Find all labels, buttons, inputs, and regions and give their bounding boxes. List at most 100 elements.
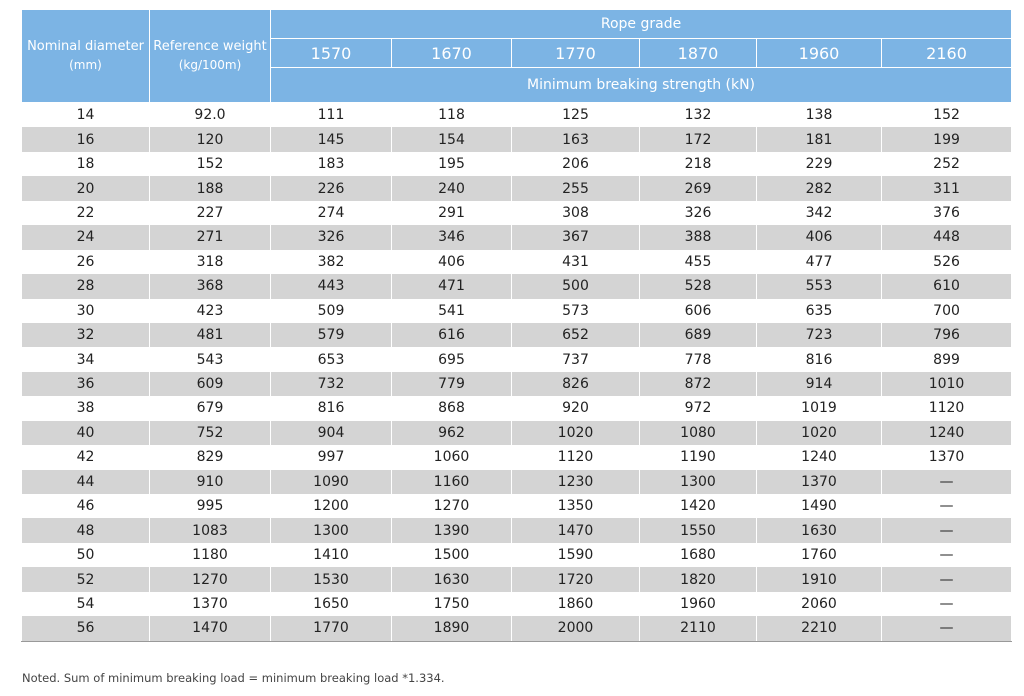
header-reference-weight-label: Reference weight	[153, 39, 267, 54]
header-grade: 1870	[639, 38, 757, 68]
table-cell: 509	[270, 298, 392, 323]
table-cell: 1120	[511, 445, 640, 470]
table-cell: 132	[639, 102, 757, 128]
table-cell: 318	[149, 249, 271, 275]
table-cell: 181	[756, 127, 882, 152]
table-cell: 195	[391, 151, 512, 177]
table-cell: 172	[639, 127, 757, 152]
table-row: 50 1180 1410 1500 1590 1680 1760—	[21, 542, 1013, 568]
table-cell: 1630	[756, 518, 882, 543]
table-cell: 311	[880, 176, 1013, 201]
table-row: 30 423 509 541 573 606 635 700	[21, 298, 1013, 323]
table-cell: 423	[149, 298, 271, 323]
table-cell: 796	[880, 322, 1013, 348]
header-reference-weight-unit: (kg/100m)	[178, 58, 242, 72]
table-cell: 36	[21, 371, 150, 397]
table-cell: 16	[21, 127, 150, 152]
table-cell: 1190	[639, 445, 757, 470]
table-cell: 477	[756, 249, 882, 275]
table-cell: 229	[756, 151, 882, 177]
table-cell: —	[880, 518, 1013, 543]
table-cell: 34	[21, 347, 150, 372]
table-cell: 40	[21, 420, 150, 446]
table-cell: 154	[391, 127, 512, 152]
table-cell: 904	[270, 420, 392, 446]
table-row: 46 995 1200 1270 1350 1420 1490—	[21, 494, 1013, 519]
table-cell: 120	[149, 127, 271, 152]
table-row: 26 318 382 406 431 455 477 526	[21, 249, 1013, 275]
footnote: Noted. Sum of minimum breaking load = mi…	[22, 671, 445, 685]
table-cell: 1390	[391, 518, 512, 543]
table-row: 48 1083 1300 1390 1470 1550 1630—	[21, 518, 1013, 543]
table-cell: 1960	[639, 591, 757, 617]
table-cell: 38	[21, 396, 150, 421]
table-cell: 543	[149, 347, 271, 372]
table-cell: 1020	[511, 420, 640, 446]
table-cell: 1860	[511, 591, 640, 617]
table-cell: 48	[21, 518, 150, 543]
table-cell: 2210	[756, 616, 882, 642]
table-cell: 1350	[511, 494, 640, 519]
table-row: 18 152 183 195 206 218 229 252	[21, 151, 1013, 177]
table-cell: 50	[21, 542, 150, 568]
table-cell: 914	[756, 371, 882, 397]
table-row: 32 481 579 616 652 689 723 796	[21, 322, 1013, 348]
table-cell: 1410	[270, 542, 392, 568]
table-cell: 52	[21, 567, 150, 592]
table-cell: 752	[149, 420, 271, 446]
table-cell: 1300	[270, 518, 392, 543]
table-cell: —	[880, 542, 1013, 568]
table-row: 54 1370 1650 1750 1860 1960 2060—	[21, 591, 1013, 617]
table-cell: 406	[391, 249, 512, 275]
header-grade: 1670	[391, 38, 512, 68]
table-cell: 188	[149, 176, 271, 201]
table-cell: 528	[639, 274, 757, 299]
table-cell: 826	[511, 371, 640, 397]
table-cell: 269	[639, 176, 757, 201]
table-cell: 1820	[639, 567, 757, 592]
table-cell: 2060	[756, 591, 882, 617]
table-cell: —	[880, 494, 1013, 519]
table-cell: 1750	[391, 591, 512, 617]
table-cell: 481	[149, 322, 271, 348]
table-cell: 471	[391, 274, 512, 299]
table-cell: 899	[880, 347, 1013, 372]
header-grade: 1960	[756, 38, 882, 68]
table-cell: 2110	[639, 616, 757, 642]
table-cell: 56	[21, 616, 150, 642]
table-cell: 44	[21, 469, 150, 494]
table-cell: 152	[880, 102, 1013, 128]
table-cell: 1200	[270, 494, 392, 519]
table-cell: 255	[511, 176, 640, 201]
table-cell: 526	[880, 249, 1013, 275]
table-cell: —	[880, 567, 1013, 592]
table-cell: 282	[756, 176, 882, 201]
table-cell: 1470	[149, 616, 271, 642]
table-cell: 500	[511, 274, 640, 299]
table-cell: 22	[21, 200, 150, 226]
table-cell: 274	[270, 200, 392, 226]
table-cell: 1370	[756, 469, 882, 494]
table-cell: 1180	[149, 542, 271, 568]
table-cell: 868	[391, 396, 512, 421]
table-cell: 406	[756, 225, 882, 250]
table-cell: 367	[511, 225, 640, 250]
table-cell: 14	[21, 102, 150, 128]
table-cell: 920	[511, 396, 640, 421]
table-cell: 342	[756, 200, 882, 226]
table-cell: 1590	[511, 542, 640, 568]
table-cell: 553	[756, 274, 882, 299]
table-cell: 695	[391, 347, 512, 372]
table-cell: 1060	[391, 445, 512, 470]
table-cell: 779	[391, 371, 512, 397]
table-cell: —	[880, 616, 1013, 642]
table-cell: 737	[511, 347, 640, 372]
table-cell: —	[880, 469, 1013, 494]
table-cell: 1020	[756, 420, 882, 446]
table-cell: 1770	[270, 616, 392, 642]
table-cell: 199	[880, 127, 1013, 152]
table-cell: 218	[639, 151, 757, 177]
table-row: 24 271 326 346 367 388 406 448	[21, 225, 1013, 250]
table-cell: 448	[880, 225, 1013, 250]
table-cell: 125	[511, 102, 640, 128]
